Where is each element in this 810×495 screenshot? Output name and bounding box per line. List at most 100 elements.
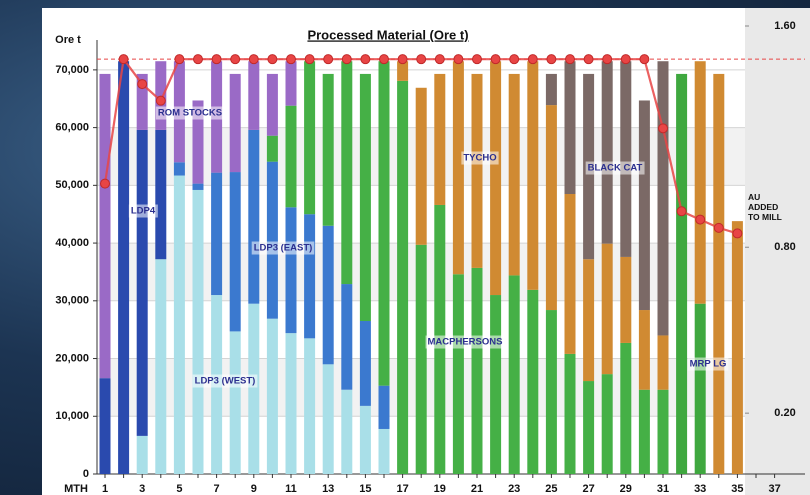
- x-tick-label: 1: [102, 483, 108, 495]
- y-tick-label: 40,000: [55, 237, 89, 249]
- bar-segment: [286, 61, 297, 105]
- series-label: LDP3 (WEST): [195, 376, 256, 387]
- line-point: [473, 55, 482, 64]
- y-tick-label: 20,000: [55, 352, 89, 364]
- bar-segment: [230, 74, 241, 172]
- bar-segment: [490, 295, 501, 474]
- bar-segment: [602, 244, 613, 374]
- x-tick-label: 29: [620, 483, 632, 495]
- series-label: BLACK CAT: [588, 163, 643, 174]
- line-point: [677, 207, 686, 216]
- x-tick-label: 25: [545, 483, 557, 495]
- bar-segment: [509, 275, 520, 474]
- line-point: [342, 55, 351, 64]
- bar-segment: [527, 290, 538, 474]
- bar-segment: [341, 284, 352, 390]
- bar-segment: [304, 338, 315, 474]
- x-tick-label: 21: [471, 483, 483, 495]
- bar-segment: [360, 406, 371, 474]
- x-tick-label: 9: [251, 483, 257, 495]
- x-tick-label: 33: [694, 483, 706, 495]
- x-tick-label: 15: [359, 483, 371, 495]
- line-point: [491, 55, 500, 64]
- y2-tick-label: 0.80: [774, 241, 795, 253]
- line-legend: AU ADDED TO MILL: [748, 192, 790, 232]
- bar-segment: [193, 184, 204, 190]
- bar-segment: [546, 105, 557, 310]
- line-legend-text: AU ADDED TO MILL: [748, 192, 790, 222]
- line-point: [510, 55, 519, 64]
- x-tick-label: 19: [434, 483, 446, 495]
- y-tick-label: 0: [83, 468, 89, 480]
- bar-segment: [565, 354, 576, 474]
- line-point: [714, 223, 723, 232]
- bar-segment: [397, 81, 408, 474]
- bar-segment: [695, 304, 706, 474]
- bar-segment: [323, 74, 334, 226]
- bar-segment: [323, 226, 334, 365]
- line-point: [212, 55, 221, 64]
- bar-segment: [286, 207, 297, 333]
- bar-segment: [416, 245, 427, 474]
- x-tick-label: 37: [768, 483, 780, 495]
- x-tick-label: 5: [176, 483, 182, 495]
- bar-segment: [379, 61, 390, 385]
- series-label: TYCHO: [463, 153, 496, 164]
- bar-segment: [304, 61, 315, 214]
- bar-segment: [546, 310, 557, 474]
- x-tick-label: 17: [396, 483, 408, 495]
- line-point: [398, 55, 407, 64]
- line-point: [696, 215, 705, 224]
- line-point: [417, 55, 426, 64]
- line-point: [101, 179, 110, 188]
- bar-segment: [565, 194, 576, 354]
- bar-segment: [620, 61, 631, 257]
- bar-segment: [472, 74, 483, 268]
- series-label: LDP3 (EAST): [254, 243, 313, 254]
- bar-segment: [676, 74, 687, 474]
- y2-tick-label: 1.60: [774, 20, 795, 32]
- x-tick-label: 23: [508, 483, 520, 495]
- y-tick-label: 50,000: [55, 179, 89, 191]
- bar-segment: [267, 136, 278, 162]
- bar-segment: [453, 274, 464, 474]
- line-point: [119, 55, 128, 64]
- y-tick-label: 30,000: [55, 295, 89, 307]
- line-point: [380, 55, 389, 64]
- bar-segment: [732, 221, 743, 474]
- y-tick-label: 60,000: [55, 122, 89, 134]
- line-point: [194, 55, 203, 64]
- x-tick-label: 11: [285, 483, 297, 495]
- line-point: [156, 96, 165, 105]
- bar-segment: [620, 257, 631, 343]
- series-label: ROM STOCKS: [158, 108, 222, 119]
- series-label: LDP4: [131, 206, 156, 217]
- bar-segment: [639, 390, 650, 474]
- bar-segment: [658, 390, 669, 474]
- bar-segment: [490, 61, 501, 295]
- bar-segment: [267, 74, 278, 136]
- bar-segment: [248, 61, 259, 130]
- bar-segment: [546, 74, 557, 105]
- line-point: [454, 55, 463, 64]
- line-point: [138, 80, 147, 89]
- bar-segment: [286, 333, 297, 474]
- bar-segment: [583, 381, 594, 474]
- bar-segment: [137, 436, 148, 474]
- bar-segment: [472, 268, 483, 474]
- bar-segment: [527, 61, 538, 290]
- bar-segment: [639, 310, 650, 390]
- bar-segment: [341, 390, 352, 474]
- bar-segment: [155, 130, 166, 259]
- x-tick-label: 31: [657, 483, 669, 495]
- bar-segment: [509, 74, 520, 275]
- x-tick-label: 27: [582, 483, 594, 495]
- chart-title: Processed Material (Ore t): [307, 27, 468, 42]
- bar-segment: [360, 321, 371, 406]
- line-point: [324, 55, 333, 64]
- line-point: [566, 55, 575, 64]
- bar-segment: [658, 335, 669, 389]
- bar-segment: [193, 190, 204, 474]
- page: {"chart_data": { "type": "bar", "title":…: [0, 0, 810, 495]
- x-tick-label: 13: [322, 483, 334, 495]
